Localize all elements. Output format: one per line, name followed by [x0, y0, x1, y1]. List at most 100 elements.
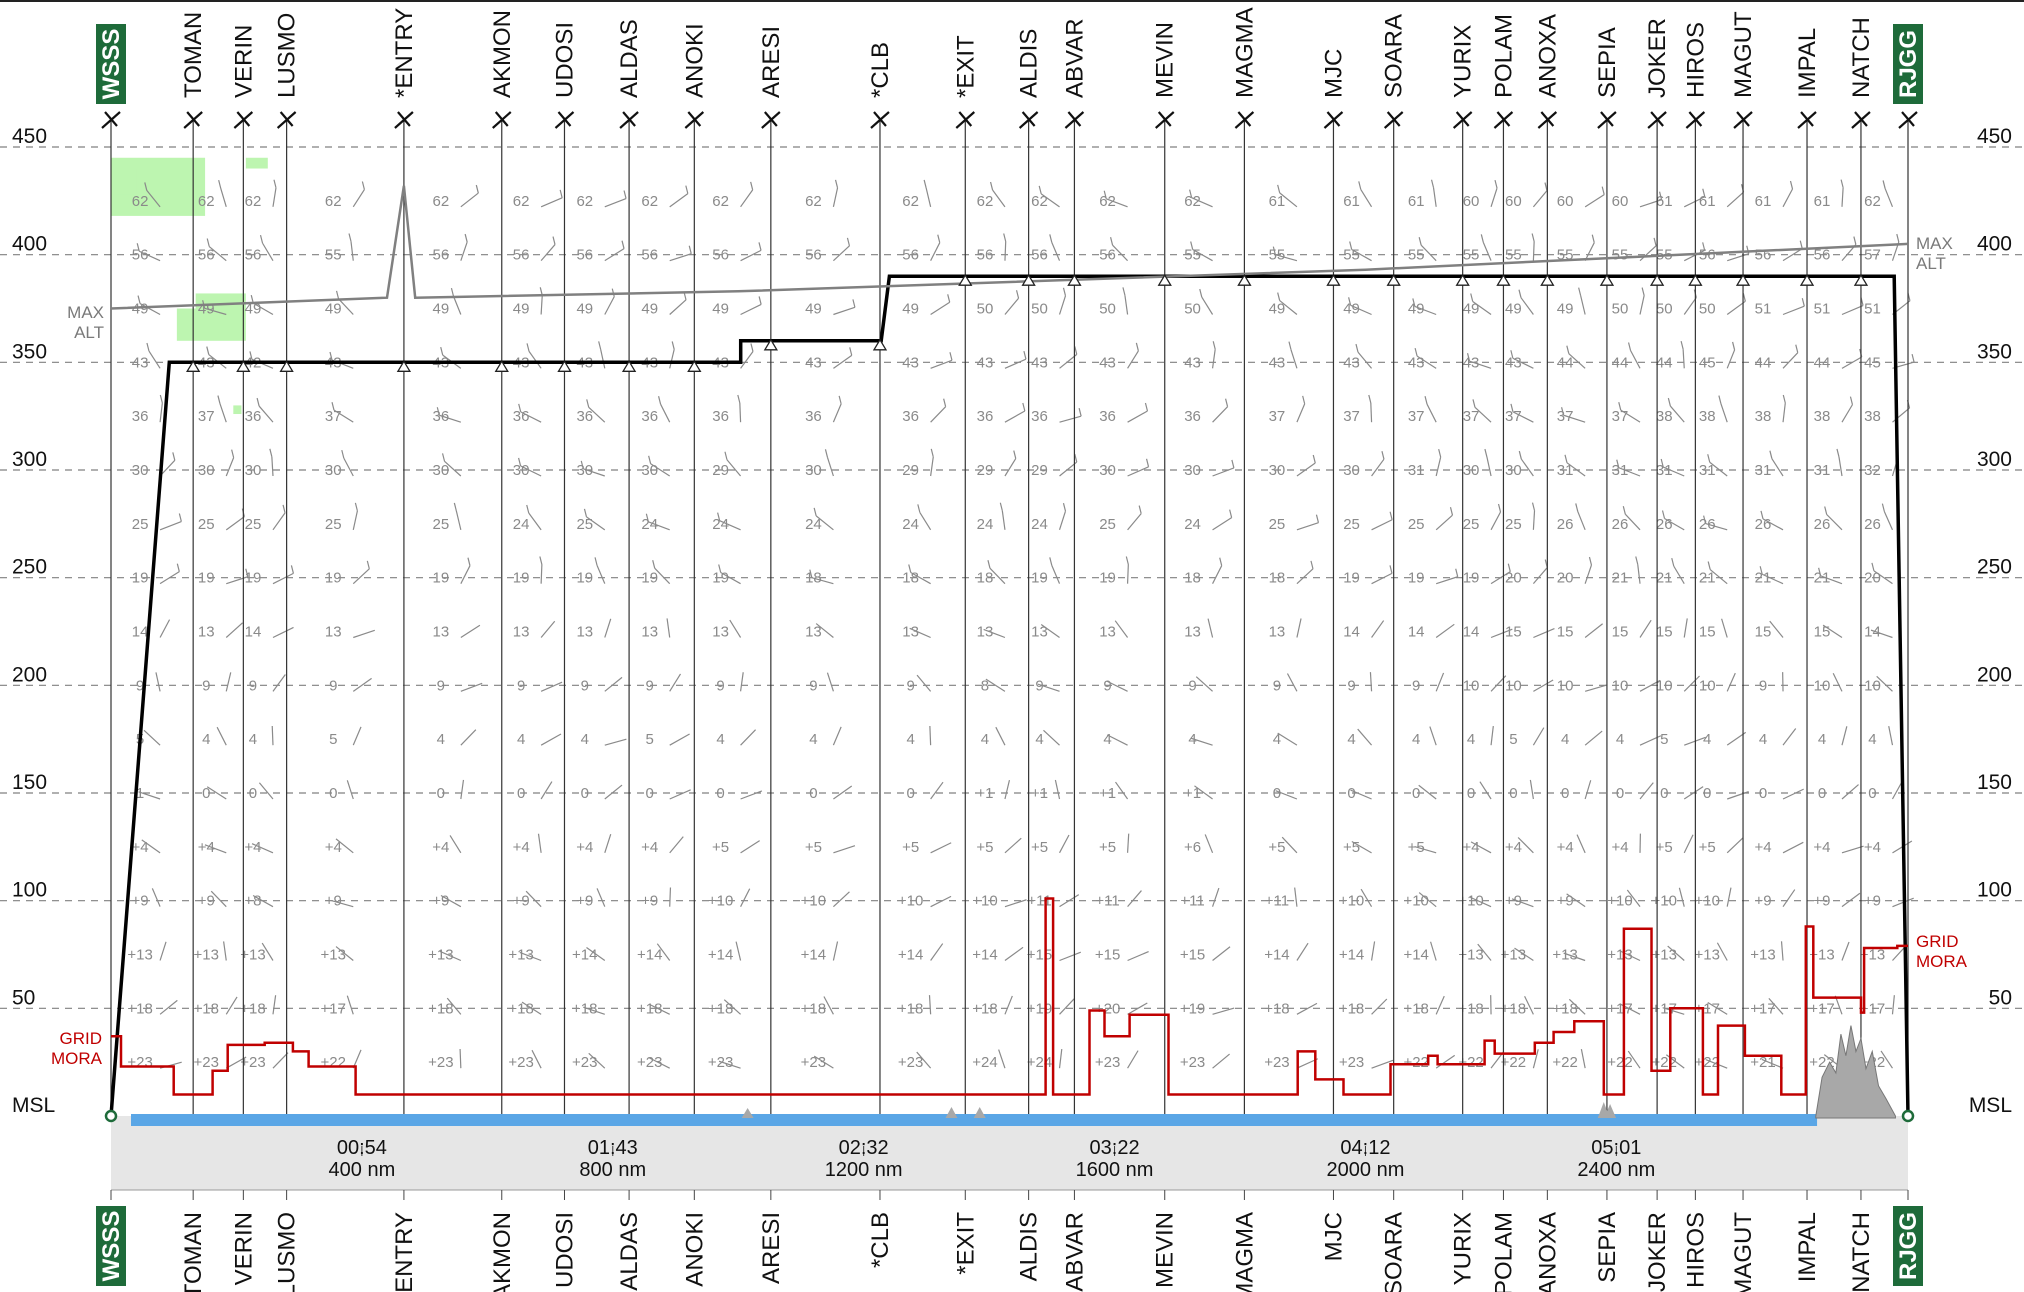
- temperature-value: 55: [1343, 247, 1360, 264]
- temperature-value: +18: [127, 1000, 152, 1017]
- wind-barb: [1414, 846, 1437, 854]
- wind-barb: [1891, 995, 1895, 1015]
- temperature-value: 37: [1408, 408, 1425, 425]
- wind-barb: [1290, 349, 1298, 369]
- wind-barb: [654, 567, 671, 585]
- wind-barb: [1435, 995, 1445, 1015]
- wind-barb: [1683, 675, 1700, 692]
- wind-barb: [740, 351, 754, 369]
- waypoint-label-verin-bottom: VERIN: [230, 1212, 257, 1285]
- wind-barb-feather: [1062, 502, 1067, 512]
- temperature-value: +17: [321, 1000, 346, 1017]
- wind-barb: [219, 403, 227, 423]
- temperature-value: +15: [1027, 947, 1052, 964]
- temperature-value: +20: [1095, 1000, 1120, 1017]
- wind-barb: [1826, 514, 1843, 531]
- wind-barb: [1584, 623, 1603, 638]
- temperature-value: 62: [576, 193, 593, 210]
- wind-barb: [1435, 514, 1453, 531]
- temperature-value: 49: [513, 301, 530, 318]
- wind-barb: [1841, 845, 1864, 854]
- wind-barb: [272, 674, 286, 692]
- wind-barb-feather: [282, 504, 286, 514]
- temperature-value: +5: [1099, 839, 1116, 856]
- waypoint-profile-marker: [279, 360, 294, 372]
- temperature-value: +5: [1656, 839, 1673, 856]
- temperature-value: 0: [1467, 785, 1475, 802]
- wind-barb: [1059, 998, 1075, 1015]
- wind-barb: [1279, 192, 1298, 208]
- distance-label: 1600 nm: [1076, 1159, 1154, 1181]
- wind-barb: [331, 900, 354, 908]
- temperature-value: 13: [712, 624, 729, 641]
- temperature-value: +22: [1652, 1054, 1677, 1071]
- weather-patch: [117, 168, 137, 195]
- temperature-value: 14: [1408, 624, 1425, 641]
- wind-barb: [1371, 458, 1385, 477]
- wind-barb: [138, 791, 161, 800]
- temperature-value: 9: [1347, 677, 1355, 694]
- wind-barb-feather: [688, 245, 692, 254]
- wind-barb-feather: [1510, 350, 1514, 359]
- temperature-value: 4: [1616, 731, 1624, 748]
- temperature-value: 37: [198, 408, 215, 425]
- wind-barb: [925, 187, 932, 207]
- temperature-value: 13: [198, 624, 215, 641]
- temperature-value: 19: [576, 570, 593, 587]
- waypoint-label-natch-bottom: NATCH: [1848, 1212, 1875, 1292]
- wind-barb: [930, 456, 934, 477]
- wind-barb: [1532, 190, 1548, 208]
- temperature-value: +10: [1694, 893, 1719, 910]
- temperature-value: +14: [1339, 947, 1364, 964]
- temperature-value: +13: [127, 947, 152, 964]
- mora-label-right: GRID: [1916, 932, 1959, 951]
- waypoint-label-akmon-bottom: AKMON: [489, 1212, 516, 1292]
- wind-barb-feather: [1038, 185, 1042, 194]
- wind-barb-feather: [1049, 234, 1053, 243]
- wind-barb: [1296, 942, 1309, 961]
- wind-barb: [740, 888, 751, 907]
- wind-barb-feather: [1588, 556, 1593, 566]
- wind-barb-feather: [1881, 503, 1885, 512]
- level-label-right-100: 100: [1977, 879, 2012, 902]
- wind-barb-feather: [718, 564, 722, 573]
- temperature-value: +9: [513, 893, 530, 910]
- waypoint-profile-marker: [1326, 273, 1341, 286]
- wind-barb: [1351, 248, 1372, 262]
- waypoint-profile-marker: [1021, 273, 1036, 286]
- waypoint-label-exit-bottom: *EXIT: [952, 1212, 979, 1275]
- wind-barb: [1470, 841, 1492, 854]
- wind-barb: [1294, 887, 1298, 907]
- wind-barb: [520, 465, 542, 477]
- wind-barb-feather: [621, 240, 625, 249]
- wind-barb: [1296, 618, 1302, 638]
- temperature-value: +18: [1458, 1000, 1483, 1017]
- waypoint-label-aresi-top: ARESI: [758, 26, 785, 98]
- wind-barb-feather: [987, 560, 991, 569]
- distance-label: 800 nm: [579, 1159, 646, 1181]
- wind-barb: [335, 946, 354, 961]
- wind-barb: [1212, 565, 1223, 584]
- wind-barb: [352, 510, 358, 530]
- wind-barb: [1296, 403, 1306, 423]
- wind-barb: [1296, 1002, 1318, 1015]
- temperature-value: 50: [1699, 301, 1716, 318]
- wind-barb: [444, 460, 462, 477]
- temperature-value: 55: [1463, 247, 1480, 264]
- temperature-value: 29: [712, 462, 729, 479]
- wind-barb-feather: [440, 346, 444, 356]
- wind-barb: [528, 512, 542, 531]
- wind-barb: [525, 890, 542, 908]
- wind-barb-feather: [1660, 458, 1664, 468]
- wind-barb-feather: [1348, 297, 1352, 306]
- temperature-value: 25: [1269, 516, 1286, 533]
- wind-barb: [1371, 1059, 1394, 1069]
- temperature-value: 49: [1505, 301, 1522, 318]
- waypoint-label-aldas-bottom: ALDAS: [616, 1212, 643, 1291]
- wind-barb: [1838, 456, 1843, 477]
- wind-barb-feather: [1430, 179, 1435, 188]
- temperature-value: 62: [902, 193, 919, 210]
- distance-label: 2400 nm: [1577, 1159, 1655, 1181]
- wind-barb-feather: [1022, 402, 1026, 412]
- wind-barb: [1624, 513, 1641, 531]
